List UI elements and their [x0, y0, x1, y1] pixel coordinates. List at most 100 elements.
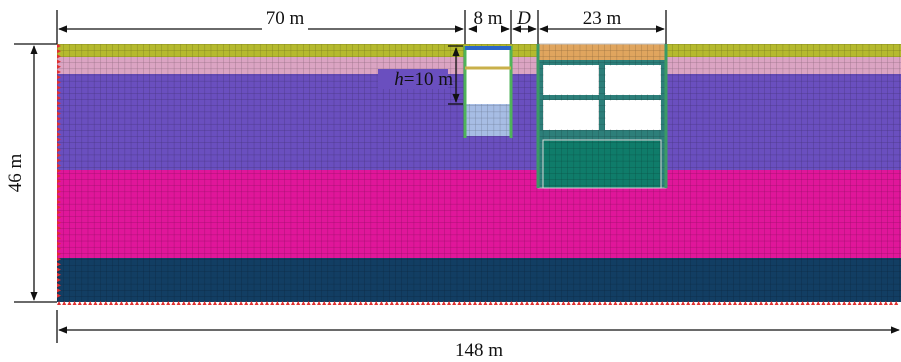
- boundary-marker: [577, 301, 581, 305]
- boundary-marker: [545, 301, 550, 305]
- boundary-marker: [691, 301, 696, 305]
- boundary-marker: [57, 184, 61, 189]
- boundary-marker: [415, 301, 420, 305]
- boundary-marker: [285, 301, 290, 305]
- boundary-marker: [473, 301, 477, 305]
- boundary-marker: [57, 301, 61, 305]
- boundary-marker: [842, 301, 847, 305]
- boundary-marker: [176, 301, 181, 305]
- boundary-marker: [57, 231, 61, 236]
- boundary-marker: [431, 301, 436, 305]
- boundary-marker: [660, 301, 665, 305]
- boundary-marker: [592, 301, 597, 305]
- boundary-marker: [311, 301, 316, 305]
- boundary-marker: [374, 301, 379, 305]
- boundary-marker: [655, 301, 659, 305]
- boundary-marker: [764, 301, 769, 305]
- boundary-marker: [270, 301, 275, 305]
- boundary-marker: [587, 301, 592, 305]
- boundary-marker: [447, 301, 451, 305]
- boundary-marker: [88, 301, 93, 305]
- room-cover-2: [606, 66, 660, 94]
- boundary-marker: [306, 301, 311, 305]
- boundary-marker: [223, 301, 228, 305]
- boundary-marker: [109, 301, 113, 305]
- boundary-marker: [254, 301, 259, 305]
- boundary-marker: [57, 293, 61, 298]
- boundary-marker: [467, 301, 472, 305]
- label-bg-70m: [262, 12, 308, 32]
- boundary-marker: [57, 85, 61, 90]
- boundary-marker: [733, 301, 737, 305]
- boundary-marker: [795, 301, 800, 305]
- boundary-marker: [202, 301, 207, 305]
- pit-void-cover: [466, 50, 510, 104]
- boundary-marker: [124, 301, 129, 305]
- boundary-marker: [582, 301, 587, 305]
- boundary-marker: [395, 301, 399, 305]
- boundary-marker: [77, 301, 82, 305]
- boundary-marker: [57, 278, 61, 282]
- boundary-marker: [837, 301, 841, 305]
- boundary-marker: [826, 301, 831, 305]
- boundary-marker: [265, 301, 269, 305]
- boundary-marker: [462, 301, 467, 305]
- boundary-marker: [57, 210, 61, 215]
- boundary-marker: [129, 301, 134, 305]
- boundary-marker: [670, 301, 675, 305]
- boundary-marker: [889, 301, 893, 305]
- boundary-marker: [805, 301, 810, 305]
- boundary-marker: [249, 301, 254, 305]
- boundary-marker: [140, 301, 145, 305]
- boundary-marker: [483, 301, 488, 305]
- boundary-marker: [821, 301, 826, 305]
- boundary-marker: [618, 301, 623, 305]
- boundary-marker: [701, 301, 706, 305]
- boundary-marker: [228, 301, 233, 305]
- boundary-marker: [57, 158, 61, 163]
- boundary-marker: [707, 301, 711, 305]
- boundary-marker: [57, 142, 61, 147]
- boundary-marker: [161, 301, 165, 305]
- label-70m: 70 m: [266, 8, 305, 29]
- boundary-marker: [681, 301, 685, 305]
- boundary-marker: [509, 301, 514, 305]
- boundary-marker: [800, 301, 805, 305]
- label-8m: 8 m: [473, 8, 502, 29]
- boundary-marker: [675, 301, 680, 305]
- dimension-annotations: [14, 10, 900, 343]
- boundary-marker: [852, 301, 857, 305]
- bottom-boundary-constraints: [57, 301, 899, 305]
- boundary-marker: [57, 194, 61, 199]
- boundary-marker: [566, 301, 571, 305]
- left-boundary-constraints: [57, 44, 61, 298]
- boundary-marker: [57, 106, 61, 111]
- boundary-marker: [623, 301, 628, 305]
- boundary-marker: [57, 200, 61, 204]
- boundary-marker: [556, 301, 561, 305]
- boundary-marker: [644, 301, 649, 305]
- boundary-marker: [561, 301, 566, 305]
- boundary-marker: [478, 301, 483, 305]
- boundary-marker: [634, 301, 639, 305]
- boundary-marker: [57, 101, 61, 106]
- boundary-marker: [748, 301, 753, 305]
- boundary-marker: [379, 301, 384, 305]
- boundary-marker: [426, 301, 431, 305]
- boundary-marker: [57, 90, 61, 95]
- boundary-marker: [57, 44, 61, 48]
- boundary-marker: [213, 301, 217, 305]
- boundary-marker: [535, 301, 540, 305]
- label-23m: 23 m: [583, 8, 622, 29]
- boundary-marker: [332, 301, 337, 305]
- boundary-marker: [405, 301, 410, 305]
- boundary-marker: [187, 301, 191, 305]
- label-bg-h: [378, 69, 448, 89]
- boundary-marker: [317, 301, 321, 305]
- boundary-marker: [603, 301, 607, 305]
- boundary-marker: [894, 301, 899, 305]
- boundary-marker: [57, 49, 61, 54]
- boundary-marker: [57, 174, 61, 178]
- boundary-marker: [57, 96, 61, 100]
